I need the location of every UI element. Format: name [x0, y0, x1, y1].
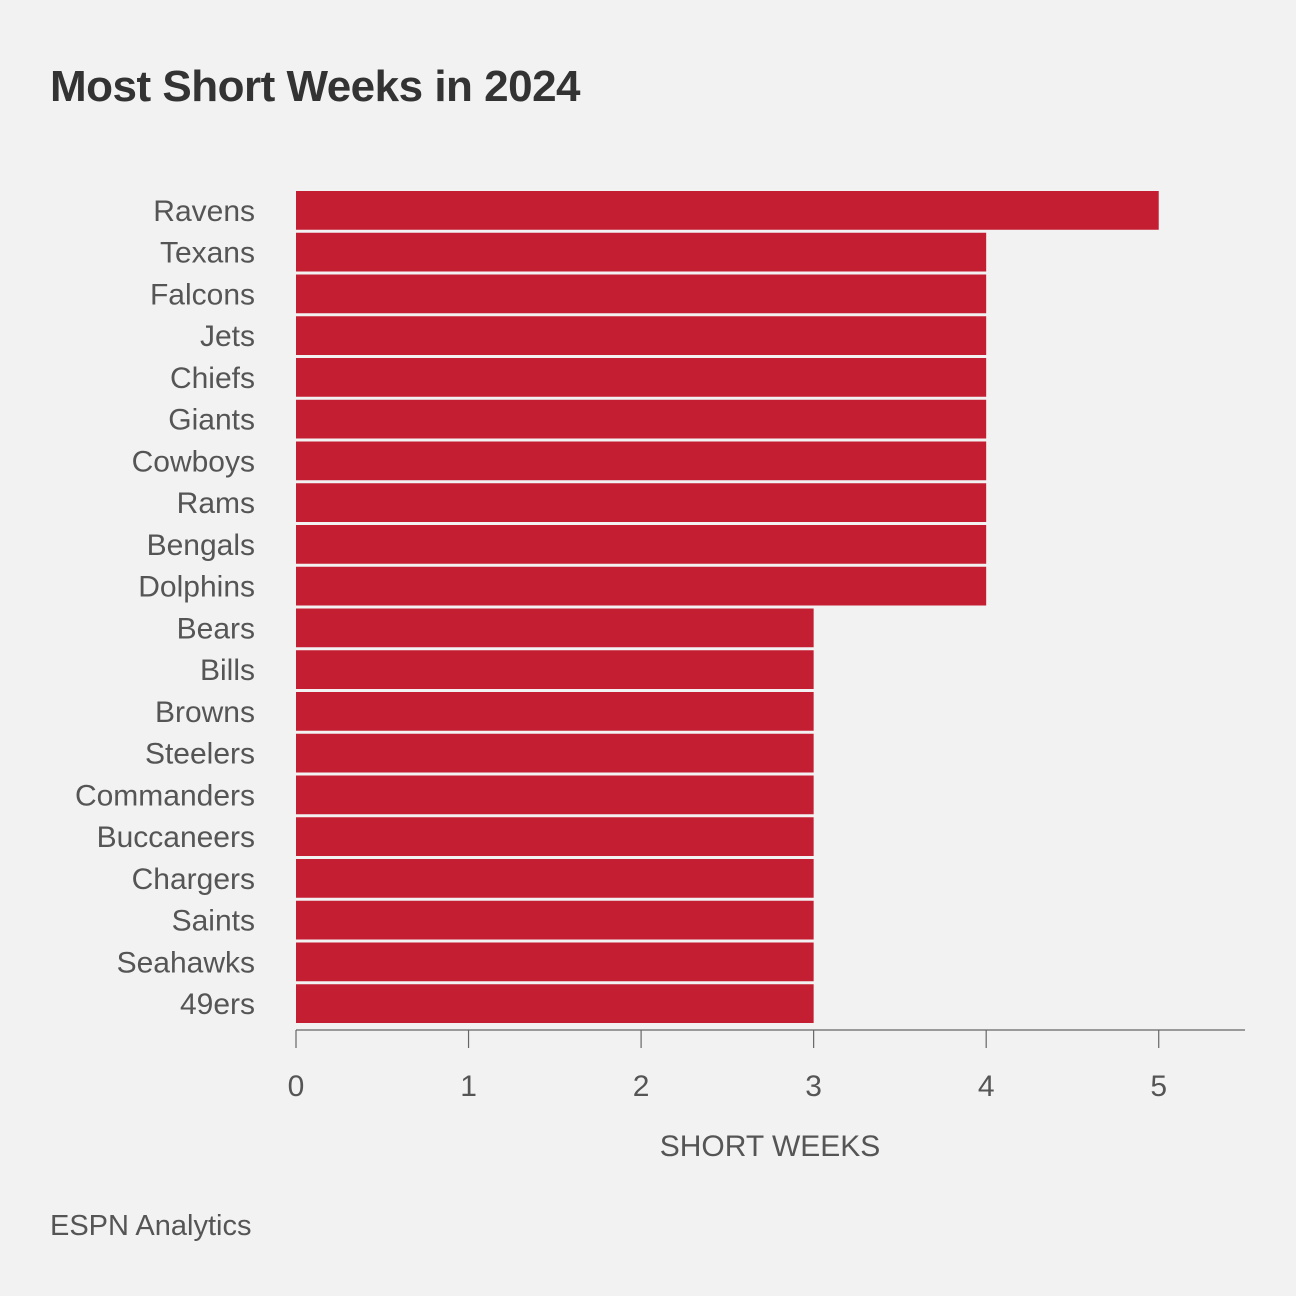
bar-buccaneers	[296, 817, 814, 856]
x-axis-title: SHORT WEEKS	[660, 1130, 881, 1163]
bar-chiefs	[296, 358, 987, 397]
bar-giants	[296, 399, 987, 439]
category-label-cowboys: Cowboys	[132, 445, 255, 478]
x-tick-label-5: 5	[1150, 1070, 1167, 1103]
bar-seahawks	[296, 942, 814, 982]
bar-cowboys	[296, 441, 987, 481]
x-tick-label-1: 1	[460, 1070, 477, 1103]
x-tick-label-4: 4	[978, 1070, 995, 1103]
category-label-texans: Texans	[160, 237, 255, 270]
x-tick-label-0: 0	[288, 1070, 305, 1103]
bar-falcons	[296, 274, 987, 314]
category-label-seahawks: Seahawks	[117, 946, 255, 979]
category-label-steelers: Steelers	[145, 738, 255, 771]
category-label-ravens: Ravens	[153, 195, 255, 228]
chart-title: Most Short Weeks in 2024	[50, 62, 581, 111]
bar-saints	[296, 900, 814, 940]
bar-ravens	[296, 191, 1159, 230]
x-axis: 0 1 2 3 4 5	[288, 1029, 1245, 1103]
bar-dolphins	[296, 566, 987, 606]
category-label-49ers: 49ers	[180, 988, 255, 1021]
category-label-jets: Jets	[200, 320, 255, 353]
category-label-bengals: Bengals	[147, 529, 255, 562]
bar-chargers	[296, 859, 814, 898]
bar-steelers	[296, 733, 814, 773]
bar-bengals	[296, 525, 987, 564]
category-label-saints: Saints	[172, 905, 255, 938]
category-label-commanders: Commanders	[75, 779, 255, 812]
category-label-bills: Bills	[200, 654, 255, 687]
category-label-browns: Browns	[155, 696, 255, 729]
x-tick-label-2: 2	[633, 1070, 650, 1103]
bars-layer	[296, 191, 1159, 1023]
category-label-bears: Bears	[177, 612, 255, 645]
category-label-chargers: Chargers	[132, 863, 255, 896]
bar-49ers	[296, 984, 814, 1023]
category-label-rams: Rams	[177, 487, 255, 520]
category-labels: Ravens Texans Falcons Jets Chiefs Giants Cowbo…	[75, 195, 255, 1021]
bar-jets	[296, 316, 987, 355]
bar-bears	[296, 608, 814, 648]
bar-commanders	[296, 775, 814, 815]
category-label-chiefs: Chiefs	[170, 362, 255, 395]
category-label-dolphins: Dolphins	[138, 571, 255, 604]
bar-rams	[296, 483, 987, 522]
x-tick-label-3: 3	[805, 1070, 822, 1103]
category-label-giants: Giants	[168, 404, 255, 437]
category-label-buccaneers: Buccaneers	[97, 821, 255, 854]
category-label-falcons: Falcons	[150, 278, 255, 311]
source-note: ESPN Analytics	[50, 1210, 252, 1242]
bar-browns	[296, 692, 814, 731]
bar-texans	[296, 232, 987, 272]
bar-bills	[296, 650, 814, 689]
